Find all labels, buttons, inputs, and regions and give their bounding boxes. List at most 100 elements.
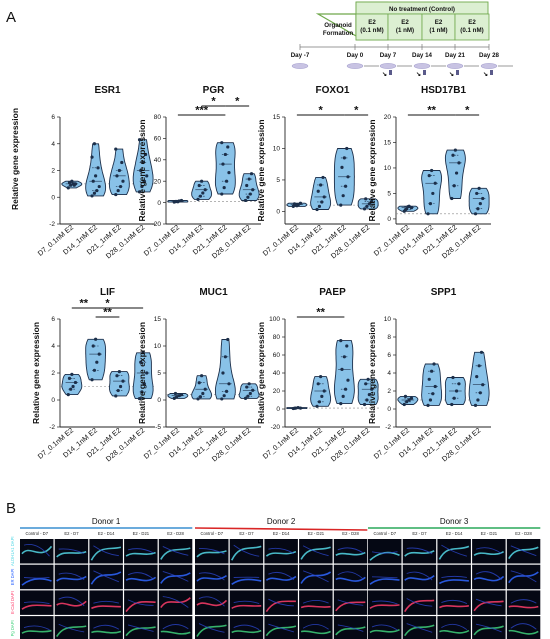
y-tick-label: 0 [387,406,391,413]
dapi-nuclei [441,575,467,578]
dapi-nuclei [268,547,295,554]
stained-tissue [439,629,470,634]
micrograph-cell [437,539,471,564]
chart-title: FOXO1 [316,85,350,96]
stained-tissue [438,545,470,560]
data-point [172,396,176,400]
data-point [142,382,146,386]
dapi-nuclei [510,599,537,604]
stained-tissue [508,605,539,609]
chart-title: HSD17B1 [421,85,466,96]
dapi-nuclei [127,548,154,554]
dapi-nuclei [23,543,50,557]
data-point [322,389,326,393]
significance-label: * [105,298,110,310]
data-point [173,391,178,396]
stained-tissue [231,578,262,585]
data-point [342,355,346,359]
data-point [223,355,227,359]
micrograph-bg [54,564,89,590]
data-point [69,183,73,187]
violin-4 [468,351,490,406]
micrograph-cell [89,539,123,564]
data-point [407,398,411,402]
data-point [141,351,145,355]
micrograph-cell [158,539,193,564]
stained-tissue [438,579,469,585]
column-label: E2 - D7 [64,531,79,536]
stained-tissue [90,571,122,585]
column-label: Control - D7 [200,531,223,536]
data-point [249,172,254,176]
micrograph-bg [437,539,471,564]
y-tick-label: 10 [154,343,162,350]
data-point [72,183,76,187]
micrograph-cell [20,616,54,639]
data-point [427,377,431,381]
micrograph-cell [264,539,298,564]
data-point [453,148,457,152]
micrograph-cell [333,616,368,639]
data-point [198,395,203,399]
dapi-nuclei [233,600,260,604]
y-axis-label: Relative gene expression [367,322,377,424]
micrograph-bg [506,564,541,590]
data-point [364,382,368,386]
stained-tissue [404,550,435,557]
data-point [197,183,201,188]
data-point [478,202,482,206]
data-point [95,360,99,364]
dapi-nuclei [441,544,468,557]
stained-tissue [91,605,121,610]
y-tick-label: 10 [273,146,281,153]
dapi-nuclei [58,596,85,607]
tube-icon [389,70,392,75]
treatment-timeline: No treatment (Control) Organoid Formatio… [291,1,513,78]
data-point [315,207,319,212]
treatment-box-line2: (0.1 nM) [360,27,383,34]
data-point [454,389,459,393]
y-tick-label: 4 [51,141,55,148]
dapi-nuclei [406,598,433,607]
significance-label: * [465,105,470,117]
donor-bar [194,527,368,531]
violin-4 [238,173,260,201]
dapi-nuclei [302,624,329,630]
treatment-box-line1: E2 [401,19,409,26]
data-point [340,367,344,371]
chart-title: SPP1 [431,287,457,298]
data-point [140,184,144,189]
micrograph-cell [299,539,333,564]
data-point [365,398,369,402]
treatment-box-line1: E2 [468,19,476,26]
data-point [97,352,101,356]
row-label: ER DAPI [10,569,15,586]
data-point [475,191,479,196]
data-point [320,200,324,204]
significance-label: ** [316,307,325,319]
data-point [292,202,297,206]
micrograph-cell [54,564,89,590]
data-point [91,179,95,183]
stained-tissue [300,630,331,635]
microscopy-panel: Donor 1 Control - D7 E2 - D7 E2 - D14 E2 - D… [10,517,541,639]
dapi-nuclei [233,624,260,631]
y-tick-label: 60 [154,136,162,143]
micrograph-bg [20,564,54,590]
data-point [432,362,436,366]
micrograph-cell [89,590,123,615]
micrograph-cell [89,564,123,590]
data-point [69,387,73,391]
treatment-box [454,13,490,41]
violin-4 [468,187,490,215]
data-point [366,377,370,381]
stained-tissue [369,578,400,585]
micrograph-cell [299,616,333,639]
micrograph-cell [89,616,123,639]
data-point [227,171,231,175]
data-point [200,179,204,183]
y-tick-label: 0 [387,216,391,223]
data-point [316,382,320,386]
dapi-nuclei [337,571,364,580]
data-point [97,184,101,189]
